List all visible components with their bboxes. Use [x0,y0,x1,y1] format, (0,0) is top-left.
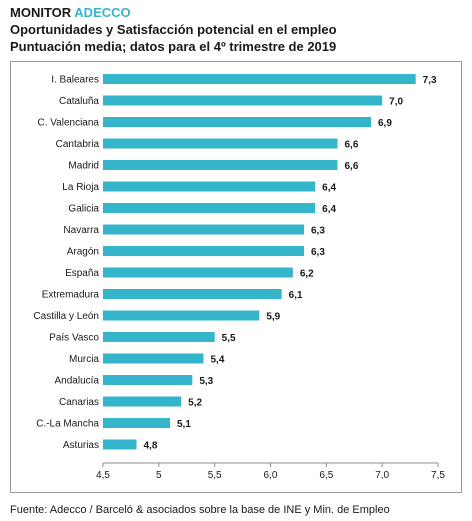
category-label: Castilla y León [33,311,99,322]
brand-accent-text: ADECCO [74,5,131,20]
category-label: C.-La Mancha [36,419,99,430]
bar [103,246,304,256]
category-label: Navarra [63,225,99,236]
value-label: 6,6 [345,140,359,151]
x-tick-label: 7,0 [375,470,389,481]
category-label: Madrid [68,161,99,172]
category-label: Galicia [68,204,99,215]
category-label: I. Baleares [51,75,99,86]
category-label: La Rioja [62,182,99,193]
bar [103,138,338,149]
bar [103,418,170,428]
category-label: Asturias [63,440,99,451]
value-label: 5,4 [211,355,225,366]
value-label: 6,3 [311,247,325,258]
category-label: Andalucía [55,376,100,387]
bar [103,74,416,84]
bar [103,224,304,235]
value-label: 5,3 [199,376,213,387]
x-tick-label: 6,0 [264,470,278,481]
category-label: Murcia [69,354,99,365]
value-label: 5,2 [188,398,202,409]
chart-title: Oportunidades y Satisfacción potencial e… [10,22,337,37]
value-label: 5,9 [266,312,280,323]
category-label: País Vasco [49,333,99,344]
bar [103,353,204,364]
bar [103,267,293,278]
value-label: 4,8 [144,441,158,452]
x-tick-label: 5 [156,470,162,481]
category-label: España [65,268,99,279]
value-label: 6,6 [345,161,359,172]
bar [103,289,282,299]
source-note: Fuente: Adecco / Barceló & asociados sob… [10,504,390,516]
bar [103,203,316,213]
value-label: 6,3 [311,226,325,237]
bar [103,310,260,321]
value-label: 5,5 [222,333,236,344]
value-label: 6,4 [322,183,336,194]
brand-line: MONITOR ADECCO [10,5,470,21]
value-label: 6,9 [378,118,392,129]
bar [103,332,215,342]
brand-text: MONITOR [10,5,72,20]
bar [103,439,137,450]
x-tick-label: 6,5 [319,470,333,481]
category-label: Cataluña [59,96,99,107]
x-tick-label: 5,5 [208,470,222,481]
chart-header: MONITOR ADECCO Oportunidades y Satisfacc… [10,5,470,55]
category-label: Cantabria [56,139,100,150]
value-label: 6,4 [322,204,336,215]
x-tick-label: 7,5 [431,470,445,481]
value-label: 6,1 [289,290,303,301]
category-label: Extremadura [42,290,100,301]
value-label: 5,1 [177,419,191,430]
bar [103,181,316,192]
chart-subtitle: Puntuación media; datos para el 4º trime… [10,39,337,54]
x-tick-label: 4,5 [96,470,110,481]
value-label: 7,0 [389,97,403,108]
category-label: C. Valenciana [37,118,99,129]
bar [103,160,338,170]
bar [103,117,371,127]
bar [103,396,182,407]
value-label: 7,3 [423,75,437,86]
bar [103,95,383,106]
bar [103,375,193,385]
value-label: 6,2 [300,269,314,280]
category-label: Aragón [67,247,99,258]
category-label: Canarias [59,397,99,408]
